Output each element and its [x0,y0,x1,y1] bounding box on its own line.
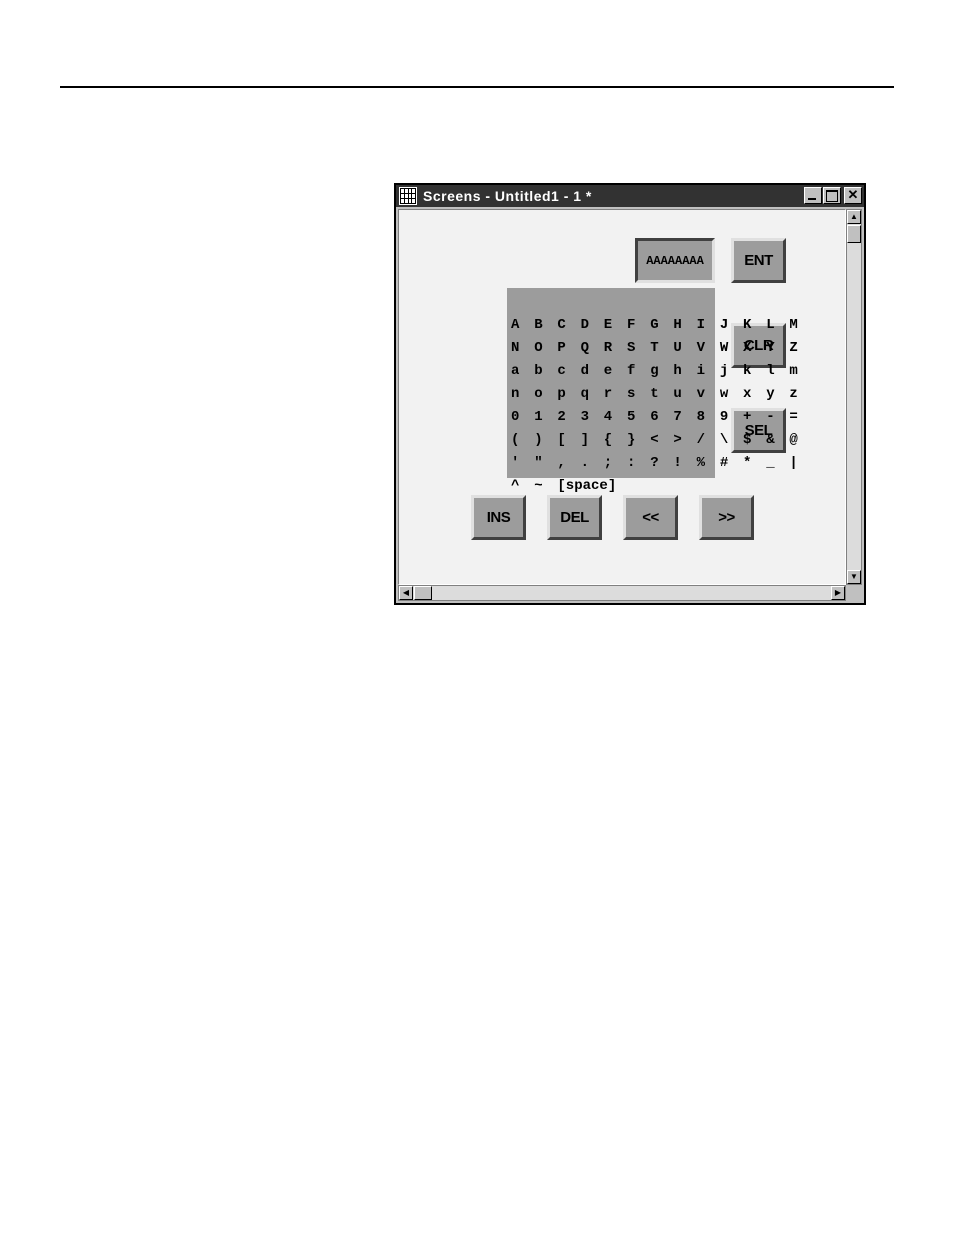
char-row-3[interactable]: n o p q r s t u v w x y z [511,383,711,406]
char-row-0[interactable]: A B C D E F G H I J K L M [511,314,711,337]
window-controls: ✕ [803,187,862,204]
window-title: Screens - Untitled1 - 1 * [423,188,592,204]
char-row-4[interactable]: 0 1 2 3 4 5 6 7 8 9 + - = [511,406,711,429]
del-label: DEL [560,509,589,526]
app-icon [399,187,417,205]
minimize-button[interactable] [804,187,822,204]
vertical-scrollbar[interactable]: ▲ ▼ [846,209,862,585]
scroll-left-button[interactable]: ◀ [399,586,413,600]
page-rule [60,86,894,88]
character-grid[interactable]: A B C D E F G H I J K L MN O P Q R S T U… [507,288,715,478]
ent-button[interactable]: ENT [731,238,786,283]
scroll-right-button[interactable]: ▶ [831,586,845,600]
ent-label: ENT [744,252,773,269]
display-field[interactable]: AAAAAAAA [635,238,715,283]
vscroll-thumb[interactable] [847,225,861,243]
scroll-up-button[interactable]: ▲ [847,210,861,224]
char-row-2[interactable]: a b c d e f g h i j k l m [511,360,711,383]
char-row-5[interactable]: ( ) [ ] { } < > / \ $ & @ [511,429,711,452]
prev-button[interactable]: << [623,495,678,540]
next-label: >> [718,509,735,526]
titlebar[interactable]: Screens - Untitled1 - 1 * ✕ [396,185,864,207]
ins-button[interactable]: INS [471,495,526,540]
del-button[interactable]: DEL [547,495,602,540]
display-value: AAAAAAAA [646,254,704,268]
char-row-1[interactable]: N O P Q R S T U V W X Y Z [511,337,711,360]
maximize-button[interactable] [823,187,841,204]
screens-window: Screens - Untitled1 - 1 * ✕ AAAAAAAA ENT… [394,183,866,605]
char-row-7[interactable]: ^ ~ [space] [511,475,711,498]
horizontal-scrollbar[interactable]: ◀ ▶ [398,585,846,601]
client-area: AAAAAAAA ENT CLR SEL A B C D E F G H I J… [398,209,846,585]
prev-label: << [642,509,659,526]
char-row-6[interactable]: ' " , . ; : ? ! % # * _ | [511,452,711,475]
next-button[interactable]: >> [699,495,754,540]
scrollbar-corner [846,585,862,601]
scroll-down-button[interactable]: ▼ [847,570,861,584]
hscroll-thumb[interactable] [414,586,432,600]
close-button[interactable]: ✕ [844,187,862,204]
ins-label: INS [487,509,511,526]
